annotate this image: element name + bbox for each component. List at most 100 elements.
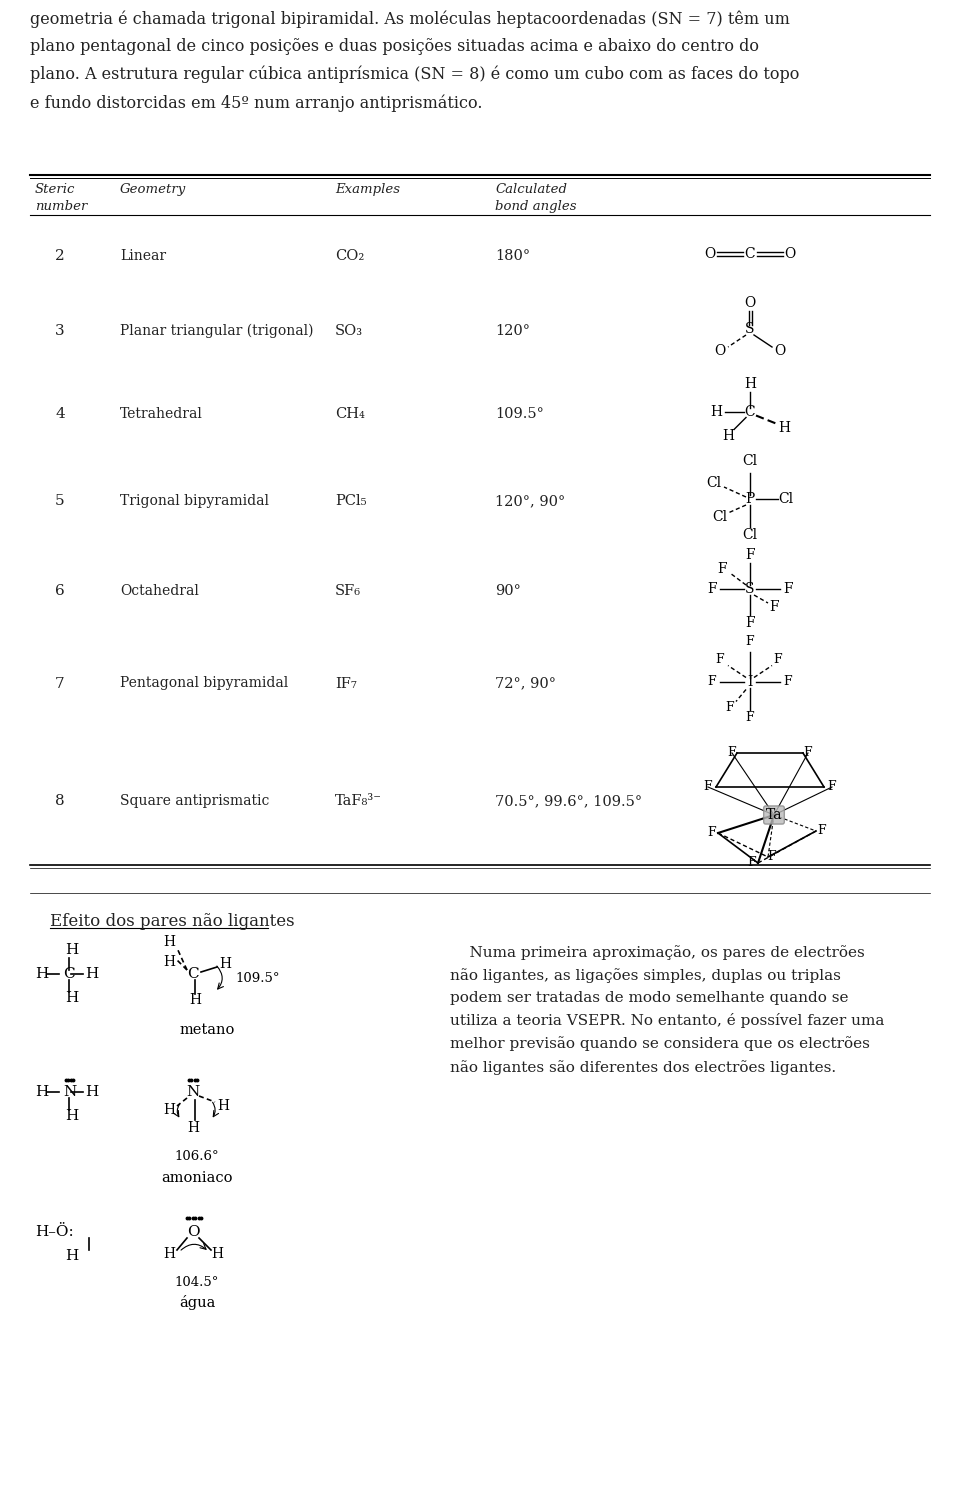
Text: 90°: 90° [495,584,521,598]
Text: Octahedral: Octahedral [120,584,199,598]
Text: Examples: Examples [335,183,400,195]
Text: CO₂: CO₂ [335,249,364,262]
Text: 2: 2 [55,249,65,262]
Text: C: C [745,404,756,419]
Text: H: H [65,1109,79,1123]
Text: F: F [726,701,734,714]
Text: amoniaco: amoniaco [161,1170,232,1185]
Text: 120°, 90°: 120°, 90° [495,494,565,508]
Text: H: H [217,1099,229,1112]
Text: H: H [65,1249,79,1263]
Text: F: F [708,581,717,596]
Text: H: H [163,1103,175,1117]
Text: F: F [746,711,755,725]
Text: SF₆: SF₆ [335,584,361,598]
Text: C: C [63,968,75,981]
Text: P: P [745,492,755,505]
Text: Cl: Cl [742,453,757,468]
Text: H: H [163,1246,175,1261]
Text: F: F [783,675,792,687]
Text: F: F [828,780,836,793]
Text: F: F [716,653,724,666]
Text: água: água [179,1294,215,1309]
Text: 7: 7 [55,677,65,690]
Text: Ta: Ta [766,808,782,822]
Text: H: H [35,1085,48,1099]
Text: F: F [708,675,716,687]
Text: 70.5°, 99.6°, 109.5°: 70.5°, 99.6°, 109.5° [495,795,642,808]
Text: H: H [35,968,48,981]
Text: O: O [784,248,796,261]
Text: F: F [728,747,736,759]
Text: 72°, 90°: 72°, 90° [495,677,556,690]
Text: F: F [818,825,827,838]
Text: 120°: 120° [495,324,530,338]
Text: Planar triangular (trigonal): Planar triangular (trigonal) [120,324,314,338]
Text: H: H [219,957,231,971]
Text: Cl: Cl [707,476,722,491]
Text: F: F [704,780,712,793]
Text: Calculated
bond angles: Calculated bond angles [495,183,577,213]
Text: S: S [745,322,755,335]
Text: O: O [714,344,726,358]
Text: Tetrahedral: Tetrahedral [120,407,203,420]
Text: Cl: Cl [712,510,728,523]
Text: Trigonal bipyramidal: Trigonal bipyramidal [120,494,269,508]
Text: IF₇: IF₇ [335,677,357,690]
Text: O: O [775,344,785,358]
Text: Efeito dos pares não ligantes: Efeito dos pares não ligantes [50,912,295,930]
Text: O: O [186,1226,200,1239]
Text: N: N [186,1085,200,1099]
Text: N: N [63,1085,76,1099]
Text: Numa primeira aproximação, os pares de electrões
não ligantes, as ligações simpl: Numa primeira aproximação, os pares de e… [450,945,884,1075]
Text: CH₄: CH₄ [335,407,365,420]
Text: H: H [85,968,98,981]
Text: I: I [747,674,753,689]
Text: H: H [211,1246,223,1261]
Text: 109.5°: 109.5° [495,407,544,420]
Text: 4: 4 [55,407,65,420]
Text: 8: 8 [55,795,65,808]
Text: H: H [744,377,756,391]
Text: Cl: Cl [742,528,757,543]
Text: metano: metano [180,1023,234,1038]
Text: F: F [774,653,782,666]
Text: Linear: Linear [120,249,166,262]
Text: F: F [708,826,716,839]
Text: O: O [705,248,715,261]
Text: H: H [778,420,790,434]
Text: 109.5°: 109.5° [235,972,279,984]
Text: F: F [745,616,755,631]
Text: TaF₈³⁻: TaF₈³⁻ [335,795,382,808]
Text: Square antiprismatic: Square antiprismatic [120,795,270,808]
Text: H: H [710,404,722,419]
Text: Steric
number: Steric number [35,183,87,213]
Text: H: H [722,428,734,443]
Text: 5: 5 [55,494,65,508]
Text: Geometry: Geometry [120,183,186,195]
Text: Pentagonal bipyramidal: Pentagonal bipyramidal [120,677,288,690]
Text: F: F [748,856,756,869]
Text: F: F [768,850,777,863]
Text: H: H [163,956,175,969]
Text: S: S [745,581,755,596]
Text: F: F [783,581,793,596]
Text: H: H [65,942,79,957]
Text: H: H [65,992,79,1005]
Text: Cl: Cl [779,492,794,505]
Text: F: F [745,549,755,562]
Text: H: H [189,993,201,1006]
Text: 180°: 180° [495,249,530,262]
Text: C: C [187,968,199,981]
Text: PCl₅: PCl₅ [335,494,367,508]
Text: H: H [163,935,175,948]
Text: 106.6°: 106.6° [175,1150,219,1163]
Text: F: F [717,562,727,576]
Text: 6: 6 [55,584,65,598]
Text: C: C [745,248,756,261]
Text: H: H [85,1085,98,1099]
Text: 3: 3 [55,324,65,338]
Text: SO₃: SO₃ [335,324,363,338]
Text: F: F [804,747,812,759]
Text: F: F [769,599,779,614]
